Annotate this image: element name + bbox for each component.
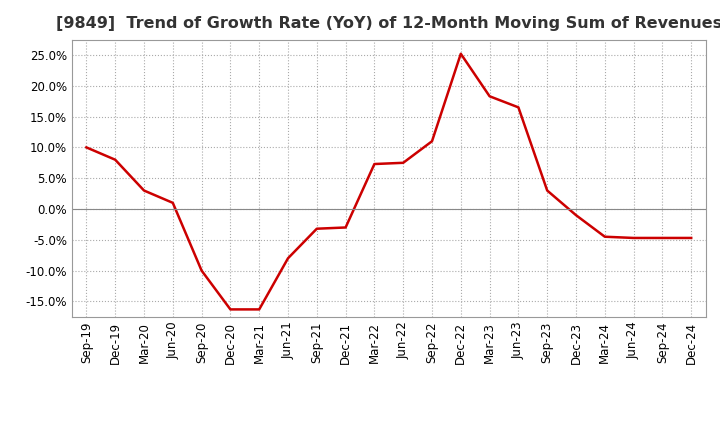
Title: [9849]  Trend of Growth Rate (YoY) of 12-Month Moving Sum of Revenues: [9849] Trend of Growth Rate (YoY) of 12-… [55,16,720,32]
